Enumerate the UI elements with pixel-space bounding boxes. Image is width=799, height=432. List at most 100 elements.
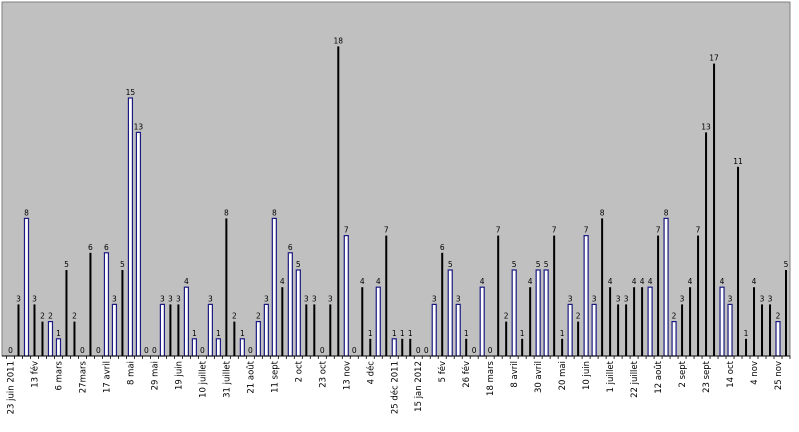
bar	[583, 235, 589, 357]
data-label: 0	[320, 346, 325, 355]
data-label: 2	[48, 312, 53, 321]
data-label: 2	[504, 312, 509, 321]
x-tick-label: 5 fév	[437, 361, 448, 382]
x-tick-label: 2 sept	[678, 360, 688, 387]
x-tick-label: 26 fév	[461, 361, 472, 388]
data-label: 4	[184, 277, 189, 286]
x-tick-label: 23 juin 2011	[7, 361, 17, 414]
bar	[329, 304, 332, 356]
data-label: 18	[334, 36, 344, 45]
bar	[769, 304, 772, 356]
data-label: 5	[784, 260, 789, 269]
data-label: 1	[240, 329, 245, 338]
data-label: 5	[512, 260, 517, 269]
data-label: 3	[616, 294, 621, 303]
data-label: 6	[88, 243, 93, 252]
data-label: 3	[328, 294, 333, 303]
bar	[543, 269, 549, 357]
data-label: 7	[344, 226, 349, 235]
bar	[33, 304, 36, 356]
bar	[305, 304, 308, 356]
data-label: 0	[472, 346, 477, 355]
data-label: 3	[624, 294, 629, 303]
bars-group	[17, 46, 787, 357]
data-label: 2	[232, 312, 237, 321]
data-label: 1	[560, 329, 565, 338]
bar	[55, 338, 62, 357]
data-label: 5	[296, 260, 301, 269]
bar	[431, 303, 437, 357]
bar	[497, 235, 500, 356]
bar	[671, 321, 677, 357]
bar	[225, 218, 228, 356]
bar	[369, 338, 372, 356]
bar	[785, 270, 787, 356]
data-label: 0	[80, 346, 85, 355]
data-label: 8	[272, 208, 277, 217]
bar	[271, 217, 277, 357]
bar	[23, 217, 30, 357]
data-label: 11	[733, 157, 743, 166]
bar	[313, 304, 316, 356]
bar	[121, 270, 124, 356]
data-label: 5	[536, 260, 541, 269]
data-label: 7	[496, 226, 501, 235]
data-label: 8	[664, 208, 669, 217]
x-tick-label: 30 avril	[534, 361, 544, 393]
bar	[401, 338, 404, 356]
bar	[681, 304, 684, 356]
bar	[633, 287, 636, 356]
x-tick-label: 10 juillet	[198, 360, 208, 398]
data-label: 7	[552, 226, 557, 235]
data-label: 4	[528, 277, 533, 286]
bar	[737, 166, 740, 356]
data-label: 4	[280, 277, 285, 286]
bar	[169, 304, 172, 356]
x-tick-label: 4 nov	[750, 361, 760, 385]
bar	[775, 321, 781, 357]
x-tick-label: 11 sept	[270, 360, 280, 393]
x-tick-label: 25 nov	[774, 361, 784, 390]
bar	[641, 287, 644, 356]
data-label: 3	[680, 294, 685, 303]
data-label: 3	[208, 294, 213, 303]
data-label: 4	[480, 277, 485, 286]
x-tick-label: 15 jan 2012	[414, 361, 424, 412]
bar	[447, 269, 453, 357]
x-tick-label: 2 oct	[294, 360, 304, 382]
data-label: 5	[544, 260, 549, 269]
bar	[207, 303, 213, 357]
bar	[601, 218, 604, 356]
data-label: 1	[464, 329, 469, 338]
data-label: 4	[640, 277, 645, 286]
bar	[343, 235, 349, 357]
data-label: 3	[456, 294, 461, 303]
data-label: 1	[408, 329, 413, 338]
bar	[263, 303, 269, 357]
bar	[529, 287, 532, 356]
bar	[561, 338, 564, 356]
data-label: 6	[288, 243, 293, 252]
bar	[713, 63, 716, 356]
data-label: 3	[432, 294, 437, 303]
data-label: 0	[144, 346, 149, 355]
x-tick-label: 17 avril	[102, 361, 112, 393]
data-label: 3	[176, 294, 181, 303]
bar	[233, 321, 236, 356]
x-tick-label: 14 oct	[726, 360, 736, 387]
x-tick-label: 21 août	[246, 360, 256, 393]
data-label: 3	[728, 294, 733, 303]
bar	[753, 287, 756, 356]
data-label: 4	[648, 277, 653, 286]
bar	[89, 252, 92, 356]
data-label: 1	[216, 329, 221, 338]
x-tick-label: 12 août	[654, 360, 664, 393]
x-tick-label: 31 juillet	[222, 360, 232, 398]
bar	[609, 287, 612, 356]
data-label: 1	[392, 329, 397, 338]
bar	[617, 304, 620, 356]
data-label: 8	[224, 208, 229, 217]
data-label: 3	[32, 294, 37, 303]
bar	[591, 303, 597, 357]
